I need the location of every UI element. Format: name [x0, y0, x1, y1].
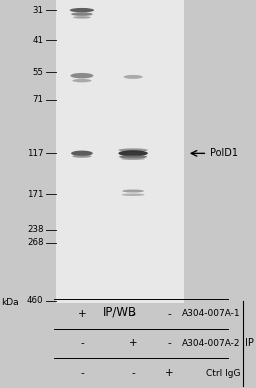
Ellipse shape — [124, 75, 143, 79]
Ellipse shape — [118, 148, 148, 152]
Ellipse shape — [72, 79, 92, 82]
Text: 268: 268 — [27, 238, 44, 247]
Text: A304-007A-2: A304-007A-2 — [182, 339, 241, 348]
Ellipse shape — [119, 155, 147, 159]
Text: A304-007A-1: A304-007A-1 — [182, 309, 241, 318]
Text: kDa: kDa — [2, 298, 19, 307]
Ellipse shape — [71, 151, 93, 156]
Text: -: - — [80, 338, 84, 348]
Text: +: + — [78, 308, 86, 319]
Ellipse shape — [122, 189, 144, 192]
Text: +: + — [165, 368, 173, 378]
Text: 55: 55 — [33, 68, 44, 76]
Ellipse shape — [122, 194, 145, 196]
Ellipse shape — [72, 155, 92, 158]
Text: IP: IP — [244, 338, 253, 348]
Text: 171: 171 — [27, 190, 44, 199]
Ellipse shape — [70, 8, 94, 12]
Text: -: - — [131, 368, 135, 378]
Text: 41: 41 — [33, 36, 44, 45]
Text: PolD1: PolD1 — [210, 148, 238, 158]
Text: 31: 31 — [33, 6, 44, 15]
Text: 71: 71 — [33, 95, 44, 104]
Ellipse shape — [121, 158, 145, 160]
Ellipse shape — [71, 12, 93, 16]
Ellipse shape — [73, 16, 91, 19]
Bar — [56, 0, 184, 303]
Text: Ctrl IgG: Ctrl IgG — [206, 369, 241, 378]
Text: -: - — [80, 368, 84, 378]
Ellipse shape — [118, 150, 148, 156]
Ellipse shape — [70, 73, 93, 78]
Text: -: - — [167, 338, 171, 348]
Text: +: + — [129, 338, 137, 348]
Text: -: - — [167, 308, 171, 319]
Text: 460: 460 — [27, 296, 44, 305]
Text: 117: 117 — [27, 149, 44, 158]
Text: 238: 238 — [27, 225, 44, 234]
Text: -: - — [131, 308, 135, 319]
Text: IP/WB: IP/WB — [103, 305, 137, 318]
